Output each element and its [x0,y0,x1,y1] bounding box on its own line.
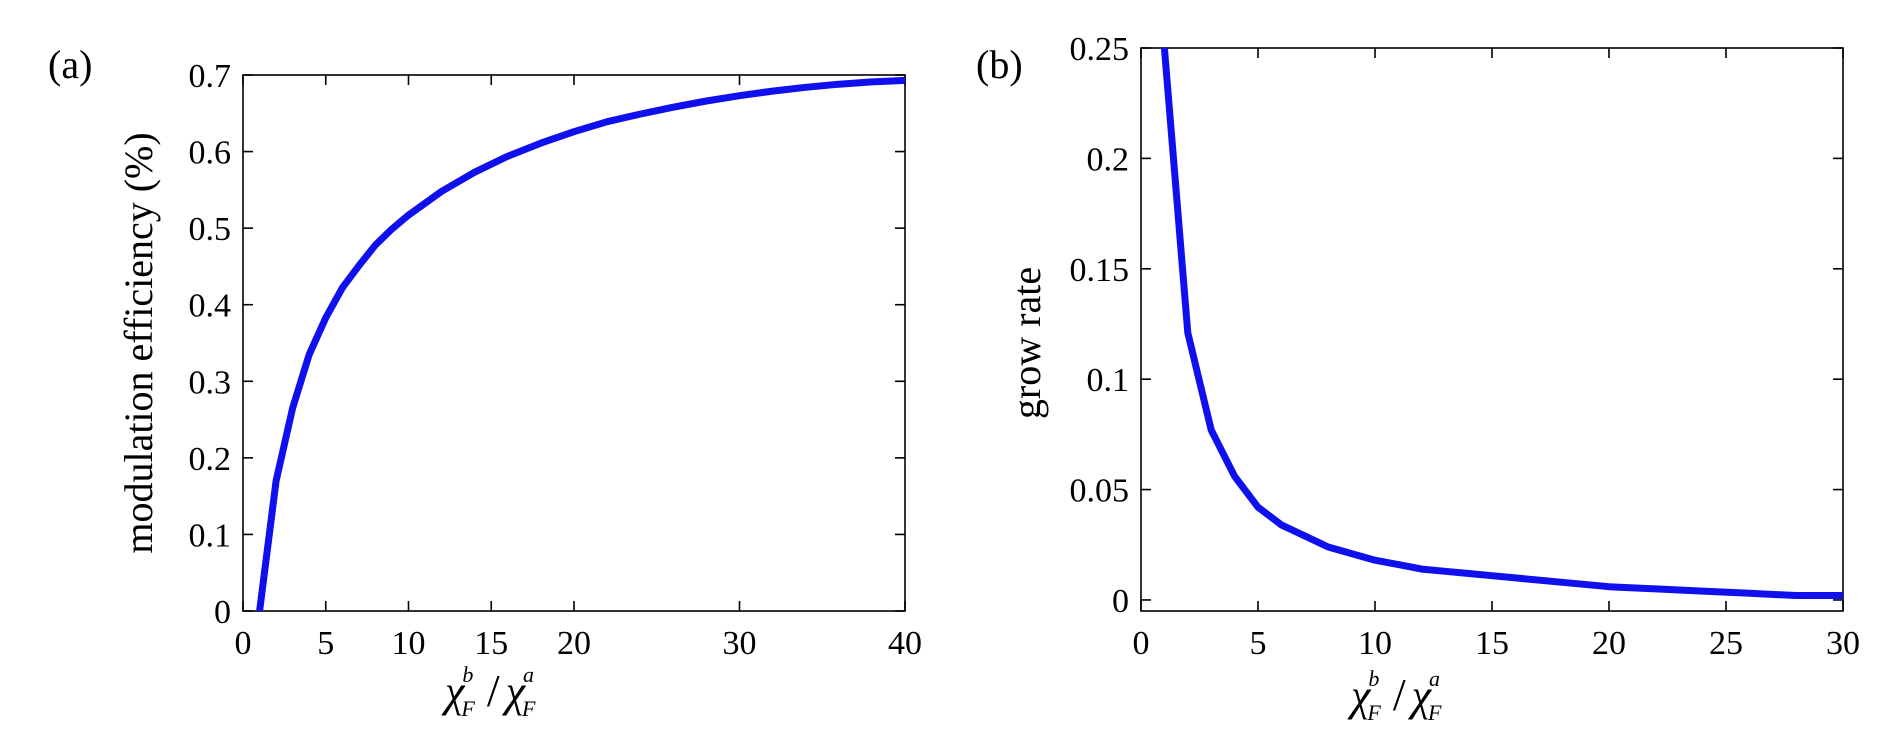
x-label-den-symbol: χ [1408,671,1433,720]
x-tick-label: 10 [392,625,426,662]
panel-a: 0 5 10 15 20 30 40 0 0.1 0.2 0.3 0.4 0.5 0.6 0.7 (a) mod… [48,42,922,721]
x-label-num-symbol: χ [1347,671,1372,720]
x-tick-label: 30 [723,625,757,662]
plot-frame [1140,47,1844,612]
x-label-num-sub: F [1366,700,1381,725]
y-tick-label: 0.15 [1070,252,1130,289]
x-tick-label: 30 [1826,625,1860,662]
y-tick-label: 0.2 [1087,141,1130,178]
x-label-num-sub: F [460,696,475,721]
x-tick-label: 0 [235,625,252,662]
y-tick-label: 0.4 [189,288,232,325]
plot-frame [242,74,906,612]
y-tick-label: 0.25 [1070,31,1130,68]
x-tick-label: 15 [1475,625,1509,662]
x-tick-label: 0 [1133,625,1150,662]
panel-label: (b) [976,42,1023,87]
x-tick-label: 20 [1592,625,1626,662]
x-tick-label: 20 [557,625,591,662]
series-line [256,76,905,611]
y-axis-label: modulation efficiency (%) [116,132,161,553]
panel-b: 0 5 10 15 20 25 30 0 0.05 0.1 0.15 0.2 0.25 (b) grow r… [976,31,1860,725]
series-line [1160,48,1843,599]
y-tick-label: 0.2 [189,441,232,478]
x-label-num-sup: b [462,662,473,687]
x-label-num-sup: b [1368,666,1379,691]
x-label-den-sub: F [1427,700,1442,725]
y-tick-label: 0.1 [1087,362,1130,399]
x-label-den-sup: a [523,662,534,687]
x-tick-label: 5 [1250,625,1267,662]
y-tick-label: 0.5 [189,211,232,248]
x-label-den-symbol: χ [502,667,527,716]
x-axis-label: χb F / χa F [441,662,536,721]
y-tick-label: 0.3 [189,364,232,401]
y-tick-label: 0 [1112,583,1129,620]
x-tick-label: 5 [317,625,334,662]
x-axis-label: χb F / χa F [1347,666,1442,725]
y-tick-label: 0.1 [189,517,232,554]
x-label-slash: / [487,665,500,716]
x-tick-label: 10 [1358,625,1392,662]
x-label-num-symbol: χ [441,667,466,716]
x-tick-label: 15 [474,625,508,662]
x-label-den-sub: F [521,696,536,721]
y-axis-label: grow rate [1004,267,1049,419]
x-label-slash: / [1393,669,1406,720]
y-tick-label: 0.05 [1070,473,1130,510]
y-tick-label: 0.7 [189,58,232,95]
panel-label: (a) [48,42,92,87]
x-tick-label: 25 [1709,625,1743,662]
y-tick-label: 0 [214,594,231,631]
y-tick-label: 0.6 [189,135,232,172]
x-label-den-sup: a [1429,666,1440,691]
x-tick-label: 40 [888,625,922,662]
